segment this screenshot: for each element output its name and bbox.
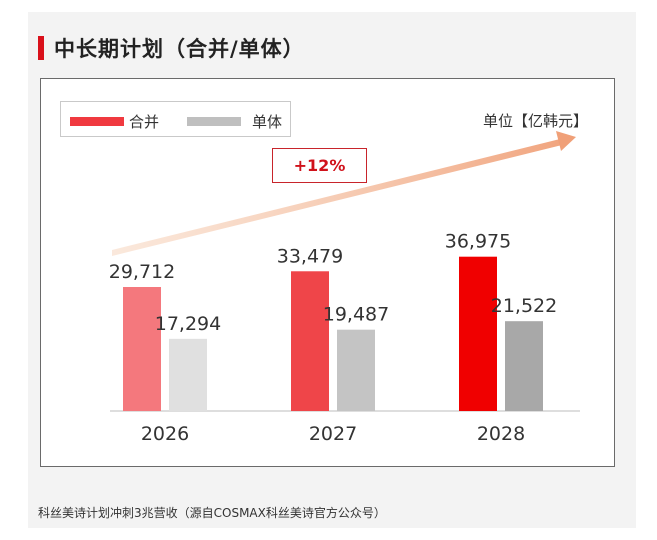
legend-swatch-standalone [187,117,241,126]
bar-consolidated-2026 [123,287,161,411]
bar-standalone-2026 [169,338,207,411]
growth-badge: +12% [272,148,367,183]
bar-consolidated-2028 [459,256,497,411]
value-label-standalone-2027: 19,487 [323,304,389,326]
legend-label-standalone: 单体 [252,113,283,131]
page-title: 中长期计划（合并/单体） [54,37,305,61]
bar-standalone-2027 [337,329,375,411]
title-accent-bar [38,36,44,60]
x-tick-label-2027: 2027 [309,423,357,445]
value-label-consolidated-2027: 33,479 [277,245,343,267]
bar-standalone-2028 [505,321,543,411]
value-label-standalone-2028: 21,522 [491,295,557,317]
bar-consolidated-2027 [291,271,329,411]
chart-legend: 合并 单体 [60,101,291,137]
legend-swatch-consolidated [70,117,124,126]
value-label-consolidated-2028: 36,975 [445,231,511,253]
x-tick-label-2026: 2026 [141,423,189,445]
legend-label-consolidated: 合并 [129,113,160,131]
growth-arrow-head [556,131,576,151]
value-label-consolidated-2026: 29,712 [109,261,175,283]
growth-arrow [112,131,576,256]
x-tick-label-2028: 2028 [477,423,525,445]
value-label-standalone-2026: 17,294 [155,313,221,335]
image-caption: 科丝美诗计划冲刺3兆营收（源自COSMAX科丝美诗官方公众号） [38,506,386,520]
unit-label: 单位【亿韩元】 [483,112,589,130]
growth-arrow-shaft [112,139,562,256]
